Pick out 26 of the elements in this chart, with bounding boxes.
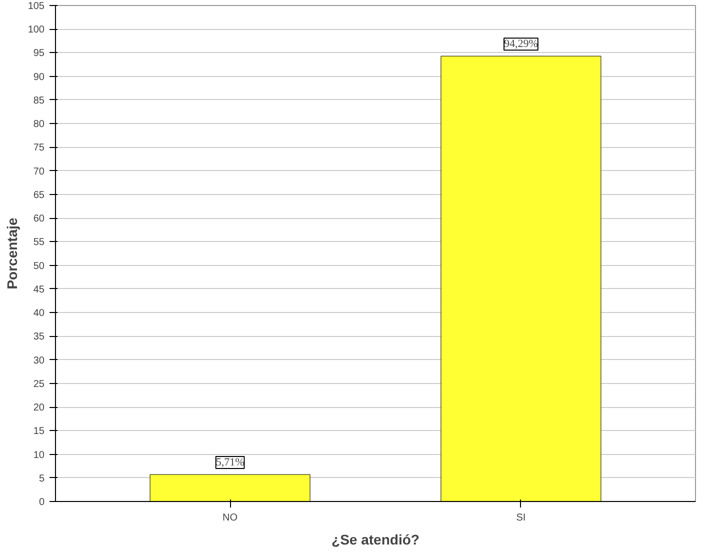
x-tick-label: NO	[222, 512, 238, 524]
x-axis-title: ¿Se atendió?	[332, 532, 420, 548]
y-tick-label: 25	[33, 378, 45, 390]
x-tick-label: SI	[516, 512, 526, 524]
y-tick-label: 105	[28, 1, 45, 12]
y-tick-label: 90	[33, 72, 45, 83]
y-tick-label: 5	[38, 473, 45, 484]
y-tick-label: 70	[33, 166, 45, 178]
y-tick-label: 45	[33, 284, 45, 296]
y-tick-label: 65	[33, 190, 45, 201]
y-tick-label: 30	[33, 355, 45, 366]
y-tick-label: 50	[33, 260, 45, 272]
y-tick-label: 15	[33, 426, 45, 438]
y-tick-label: 85	[33, 95, 45, 106]
y-tick-label: 40	[33, 308, 45, 320]
y-axis-title: Porcentaje	[4, 217, 20, 290]
y-tick-label: 20	[33, 402, 45, 414]
y-tick-label: 95	[33, 48, 45, 60]
y-tick-label: 55	[33, 237, 45, 248]
y-tick-label: 60	[33, 214, 45, 225]
y-tick-label: 75	[33, 142, 45, 154]
y-tick-label: 0	[38, 497, 45, 508]
y-tick-label: 10	[33, 450, 45, 461]
y-tick-label: 80	[33, 119, 45, 130]
y-tick-label: 100	[28, 24, 45, 36]
y-tick-label: 35	[33, 332, 45, 343]
